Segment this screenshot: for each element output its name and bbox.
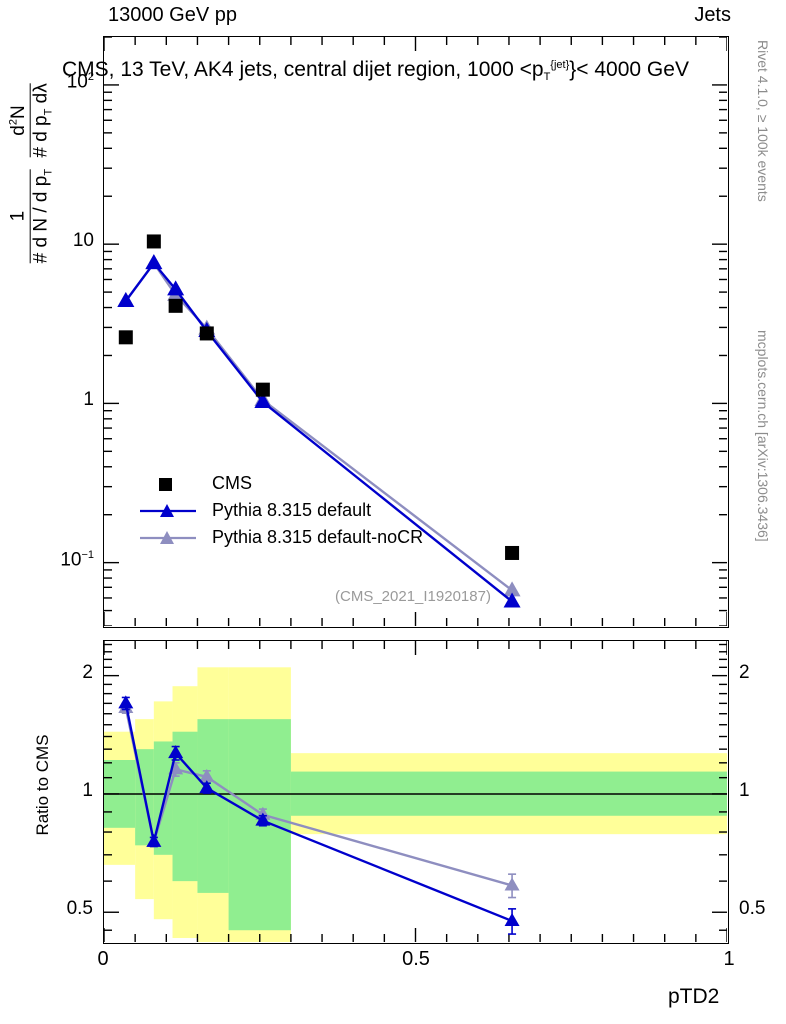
data-marker <box>255 382 270 397</box>
legend-label-pythia-nocr: Pythia 8.315 default-noCR <box>212 527 424 547</box>
y-den-dpt-sub: T <box>42 108 55 116</box>
data-marker <box>199 326 214 341</box>
y-axis-numerator-2: d2N <box>7 83 31 158</box>
ratio-marker <box>168 745 184 759</box>
legend-label-pythia-default: Pythia 8.315 default <box>212 500 372 520</box>
legend-key-pythia-nocr <box>140 528 202 548</box>
data-marker <box>118 330 133 345</box>
y-num-d: d <box>8 125 30 136</box>
series-line <box>124 261 513 603</box>
plot-title-sub: T <box>543 70 551 83</box>
xtick-1: 1 <box>723 948 735 970</box>
legend-entry-cms[interactable]: CMS <box>140 470 423 497</box>
plot-title-prefix: CMS, 13 TeV, AK4 jets, central dijet reg… <box>62 58 544 81</box>
data-marker <box>168 298 183 313</box>
ratio-marker <box>504 877 520 891</box>
legend-label-cms: CMS <box>212 473 252 493</box>
main-plot-canvas <box>104 37 727 626</box>
data-marker <box>503 581 521 597</box>
ratio-marker <box>255 812 271 826</box>
ratio-ytick-1: 1 <box>739 779 750 801</box>
data-marker <box>505 545 520 560</box>
x-axis-title: pTD2 <box>668 985 720 1008</box>
legend-key-cms <box>140 474 202 494</box>
ytick-1: 1 <box>83 389 94 411</box>
y-den-dpt: # d p <box>30 115 52 158</box>
analysis-id-watermark: (CMS_2021_I1920187) <box>335 588 491 605</box>
y-num-N: N <box>8 105 30 119</box>
legend: CMS Pythia 8.315 default Pythia 8.315 de… <box>140 470 423 551</box>
mcplots-reference-label: mcplots.cern.ch [arXiv:1306.3436] <box>755 330 771 542</box>
header-left-label: 13000 GeV pp <box>108 4 237 26</box>
y-den-d: d <box>30 92 52 104</box>
ratio-marker <box>199 768 215 782</box>
legend-key-pythia-default <box>140 501 202 521</box>
ratio-plot-panel <box>103 640 729 944</box>
plot-title: CMS, 13 TeV, AK4 jets, central dijet reg… <box>62 58 689 83</box>
ytick-100: 102 <box>66 70 94 93</box>
data-marker <box>167 280 185 296</box>
uncertainty-band-inner <box>197 719 229 893</box>
y-den-sub: T <box>42 168 55 176</box>
ytick-0.1: 10−1 <box>60 548 94 570</box>
data-marker <box>503 592 521 608</box>
data-marker <box>254 393 272 409</box>
plot-title-sup: {jet} <box>550 59 570 71</box>
y-axis-fraction-2: d2N # d pT dλ <box>7 83 56 158</box>
header-right-label: Jets <box>694 4 731 26</box>
ratio-ytick-1: 1 <box>82 779 93 801</box>
ratio-ytick-2: 2 <box>739 661 750 683</box>
legend-entry-pythia-nocr[interactable]: Pythia 8.315 default-noCR <box>140 524 423 551</box>
ratio-marker <box>504 912 520 926</box>
data-marker <box>145 254 163 270</box>
y-num-d-sup: 2 <box>7 118 20 126</box>
ratio-plot-canvas <box>104 641 727 942</box>
legend-entry-pythia-default[interactable]: Pythia 8.315 default <box>140 497 423 524</box>
xtick-0.5: 0.5 <box>402 948 430 970</box>
main-y-axis-label: 1 # d N / d pT d2N # d pT dλ <box>7 23 56 323</box>
ratio-marker <box>118 695 134 709</box>
xtick-0: 0 <box>97 948 109 970</box>
ratio-ytick-0.5: 0.5 <box>739 898 766 920</box>
plot-title-suffix: }< 4000 GeV <box>569 58 689 81</box>
ratio-ytick-2: 2 <box>82 661 93 683</box>
main-plot-panel <box>103 36 729 628</box>
data-marker <box>117 291 135 307</box>
ratio-marker <box>146 833 162 847</box>
ratio-marker <box>199 780 215 794</box>
y-axis-denominator-2: # d pT dλ <box>31 83 55 157</box>
y-num-one: 1 <box>7 210 29 222</box>
ytick-10: 10 <box>72 230 94 252</box>
data-marker <box>146 234 161 249</box>
ratio-ytick-0.5: 0.5 <box>66 898 93 920</box>
rivet-version-label: Rivet 4.1.0, ≥ 100k events <box>755 40 771 202</box>
ratio-series-line <box>124 703 513 923</box>
